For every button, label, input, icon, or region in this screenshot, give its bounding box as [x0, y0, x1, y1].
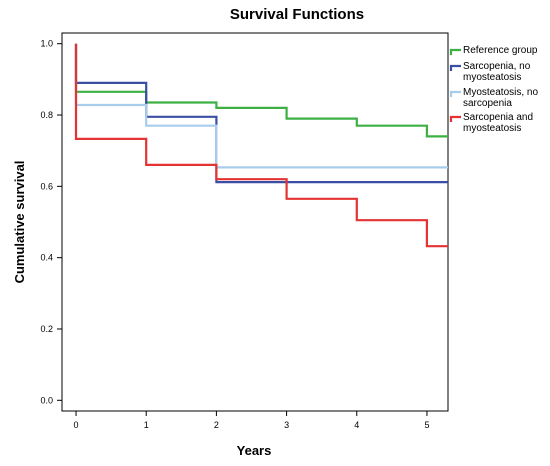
- x-tick-label: 3: [284, 420, 289, 430]
- legend-label-line: sarcopenia: [463, 98, 512, 109]
- legend-label-line: Myosteatosis, no: [463, 87, 538, 98]
- legend-entry-4: Sarcopenia and myosteatosis: [463, 112, 533, 134]
- series-line-4: [74, 43, 448, 248]
- x-axis: 0 1 2 3 4 5: [74, 411, 429, 430]
- y-tick-label: 0.6: [40, 181, 53, 191]
- legend-label-line: myosteatosis: [463, 72, 521, 83]
- x-tick-label: 1: [144, 420, 149, 430]
- legend-label-line: Sarcopenia and: [463, 112, 533, 123]
- legend-entry-3: Myosteatosis, no sarcopenia: [463, 87, 538, 109]
- legend-label-line: myosteatosis: [463, 123, 521, 134]
- chart-title: Survival Functions: [230, 6, 364, 23]
- x-tick-label: 4: [354, 420, 359, 430]
- legend-label-line: Sarcopenia, no: [463, 61, 531, 72]
- y-tick-label: 0.2: [40, 324, 53, 334]
- x-tick-label: 0: [74, 420, 79, 430]
- legend-swatch-3: [449, 90, 461, 97]
- y-tick-label: 0.8: [40, 110, 53, 120]
- legend-swatch-4: [449, 115, 461, 122]
- legend-swatch-2: [449, 64, 461, 71]
- plot-area-frame: [61, 32, 449, 412]
- x-tick-label: 5: [424, 420, 429, 430]
- x-tick-label: 2: [214, 420, 219, 430]
- legend-entry-1: Reference group: [463, 45, 538, 56]
- legend-entry-2: Sarcopenia, no myosteatosis: [463, 61, 531, 83]
- legend-swatch-1: [449, 48, 461, 55]
- y-axis-label: Cumulative survival: [12, 161, 27, 284]
- series-layer: [74, 43, 448, 248]
- y-tick-label: 0.4: [40, 253, 53, 263]
- x-axis-label: Years: [237, 443, 272, 458]
- y-axis: 0.0 0.2 0.4 0.6 0.8 1.0: [40, 39, 62, 405]
- y-tick-label: 1.0: [40, 39, 53, 49]
- y-tick-label: 0.0: [40, 395, 53, 405]
- legend-label-line: Reference group: [463, 45, 538, 56]
